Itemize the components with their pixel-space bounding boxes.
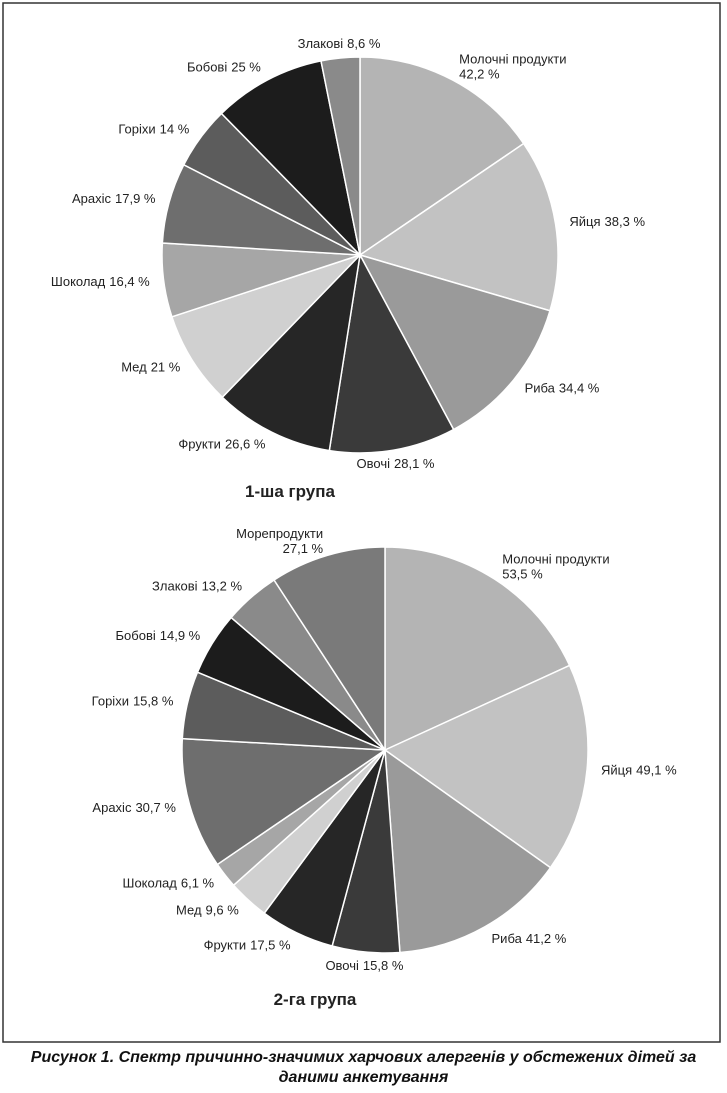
category-label: Молочні продукти [502, 551, 609, 566]
slice-label: Овочі 28,1 % [357, 456, 435, 471]
pie-slice [358, 253, 551, 431]
category-label: Злакові [298, 36, 344, 51]
value-label: 30,7 % [135, 800, 176, 815]
value-label: 34,4 % [559, 381, 600, 396]
pie-slice [328, 252, 455, 454]
slice-label: Арахіс 30,7 % [92, 800, 176, 815]
category-label: Молочні продукти [459, 52, 566, 67]
category-label: Фрукти [178, 437, 221, 452]
slice-label: Арахіс 17,9 % [72, 191, 156, 206]
slice-label: Мед 21 % [121, 360, 181, 375]
pie-slice [384, 546, 571, 752]
category-label: Овочі [357, 456, 391, 471]
slice-label: Молочні продукти 42,2 % [459, 52, 566, 82]
pie-slice [359, 56, 525, 257]
slice-label: Злакові 8,6 % [298, 36, 381, 51]
category-label: Шоколад [123, 876, 178, 891]
value-label: 53,5 % [502, 566, 543, 581]
category-label: Мед [176, 902, 202, 917]
value-label: 28,1 % [394, 456, 435, 471]
value-label: 16,4 % [109, 274, 150, 289]
value-label: 9,6 % [206, 902, 240, 917]
chart-title: 1-ша група [245, 482, 335, 501]
category-label: Риба [492, 931, 523, 946]
slice-label: Злакові 13,2 % [152, 579, 242, 594]
slice-label: Фрукти 26,6 % [178, 437, 265, 452]
slice-label: Бобові 25 % [187, 60, 261, 75]
category-label: Шоколад [51, 274, 106, 289]
pie-slice [181, 737, 388, 866]
pie-slice [170, 254, 361, 399]
value-label: 14,9 % [160, 628, 201, 643]
pie-slice [320, 56, 361, 256]
category-label: Арахіс [72, 191, 112, 206]
slice-label: Бобові 14,9 % [116, 628, 201, 643]
slice-label: Шоколад 16,4 % [51, 274, 150, 289]
category-label: Горіхи [118, 121, 155, 136]
value-label: 27,1 % [283, 541, 324, 556]
frame [2, 2, 721, 1043]
slice-label: Яйця 49,1 % [601, 762, 677, 777]
pie-slice [273, 546, 386, 753]
pie-slice [220, 59, 362, 258]
category-label: Риба [525, 381, 556, 396]
value-label: 41,2 % [526, 931, 567, 946]
value-label: 13,2 % [202, 579, 243, 594]
pie-slice [221, 252, 362, 452]
value-label: 42,2 % [459, 67, 500, 82]
caption: Рисунок 1. Спектр причинно-значимих харч… [30, 1049, 697, 1086]
slice-label: Риба 34,4 % [525, 381, 600, 396]
chart-title: 2-га група [274, 990, 357, 1009]
value-label: 21 % [151, 360, 181, 375]
slice-label: Фрукти 17,5 % [204, 937, 291, 952]
category-label: Мед [121, 360, 147, 375]
slice-label: Горіхи 15,8 % [92, 694, 174, 709]
slice-label: Шоколад 6,1 % [123, 876, 215, 891]
category-label: Бобові [116, 628, 156, 643]
slice-label: Горіхи 14 % [118, 121, 189, 136]
slice-label: Овочі 15,8 % [325, 958, 403, 973]
category-label: Яйця [569, 214, 600, 229]
slice-label: Яйця 38,3 % [569, 214, 645, 229]
category-label: Овочі [325, 958, 359, 973]
value-label: 15,8 % [133, 694, 174, 709]
value-label: 14 % [160, 121, 190, 136]
value-label: 15,8 % [363, 958, 404, 973]
category-label: Злакові [152, 579, 198, 594]
value-label: 26,6 % [225, 437, 266, 452]
value-label: 25 % [231, 60, 261, 75]
value-label: 8,6 % [347, 36, 381, 51]
slice-label: Риба 41,2 % [492, 931, 567, 946]
value-label: 49,1 % [636, 762, 677, 777]
category-label: Яйця [601, 762, 632, 777]
slice-label: Молочні продукти 53,5 % [502, 551, 609, 581]
value-label: 38,3 % [605, 214, 646, 229]
pie-slice [383, 664, 589, 869]
value-label: 17,5 % [250, 937, 291, 952]
slice-label: Морепродукти 27,1 % [236, 526, 323, 556]
slice-label: Мед 9,6 % [176, 902, 239, 917]
pie-slice [384, 748, 552, 954]
value-label: 17,9 % [115, 191, 156, 206]
category-label: Бобові [187, 60, 227, 75]
category-label: Фрукти [204, 937, 247, 952]
category-label: Горіхи [92, 694, 129, 709]
value-label: 6,1 % [181, 876, 215, 891]
category-label: Арахіс [92, 800, 132, 815]
category-label: Морепродукти [236, 526, 323, 541]
